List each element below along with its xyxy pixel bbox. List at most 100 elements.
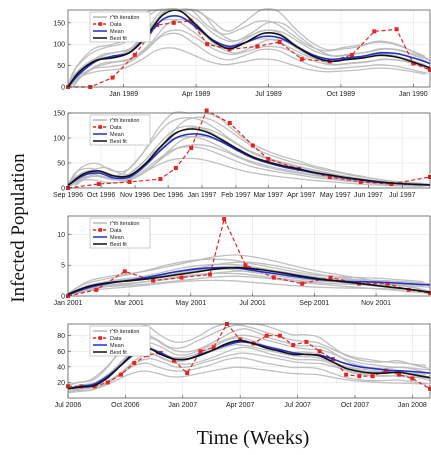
data-marker — [171, 358, 176, 363]
x-tick-label: Oct 2006 — [111, 402, 140, 409]
x-tick-label: Jan 1990 — [399, 91, 428, 98]
legend-label: Data — [110, 22, 123, 28]
iteration-curve — [67, 366, 427, 394]
data-marker — [370, 374, 375, 379]
data-marker — [179, 275, 184, 280]
data-marker — [291, 343, 296, 348]
legend-label: Best fit — [110, 139, 127, 145]
data-marker — [350, 52, 355, 57]
chart-panel-3: 0 5 10 Jan 2001 Mar 2001 May 2001 Jul 2001 Sep … — [54, 215, 431, 307]
data-line — [67, 217, 431, 297]
legend-label: i^th iteration — [110, 329, 140, 335]
best-fit-line — [67, 266, 431, 295]
y-tick-label: 0 — [61, 186, 65, 193]
legend-marker — [98, 22, 103, 26]
data-marker — [211, 345, 216, 350]
chart-panel-1: 0 50 100 150 Jan 1989 Apr 1989 Jul 1989 Oct 198… — [53, 7, 431, 98]
y-tick-label: 50 — [57, 161, 65, 168]
data-marker — [277, 333, 282, 338]
data-marker — [344, 372, 349, 377]
iteration-curve — [67, 116, 424, 186]
data-marker — [411, 61, 416, 66]
legend-label: Mean — [110, 235, 124, 241]
x-tick-label: Sep 2001 — [299, 300, 329, 307]
x-tick-label: Jan 2007 — [168, 402, 197, 409]
data-marker — [428, 67, 431, 72]
data-marker — [238, 337, 243, 342]
y-tick-label: 60 — [57, 349, 65, 356]
chart-panel-4: 20 40 60 80 Jul 2006 Oct 2006 Jan 2007 Apr 2007… — [55, 322, 431, 409]
x-tick-label: May 1997 — [320, 192, 351, 199]
y-tick-label: 50 — [57, 63, 65, 70]
data-marker — [357, 374, 362, 379]
data-marker — [198, 349, 203, 354]
y-tick-label: 150 — [53, 20, 65, 27]
legend-label: Data — [110, 228, 123, 234]
data-marker — [266, 157, 271, 161]
data-marker — [271, 275, 276, 280]
y-tick-label: 20 — [57, 380, 65, 387]
y-tick-label: 5 — [61, 263, 65, 270]
y-tick-label: 10 — [57, 232, 65, 239]
iteration-curve — [67, 8, 426, 88]
data-marker — [207, 272, 212, 277]
x-tick-label: Oct 1989 — [327, 91, 356, 98]
x-tick-label: Sep 1996 — [53, 192, 83, 199]
data-marker — [243, 263, 248, 268]
x-tick-label: Oct 2007 — [341, 402, 370, 409]
data-marker — [299, 57, 304, 62]
x-tick-label: Jun 1997 — [354, 192, 383, 199]
x-tick-label: Jul 2006 — [55, 402, 82, 409]
x-tick-label: Feb 1997 — [221, 192, 251, 199]
legend-label: Best fit — [110, 36, 127, 42]
data-marker — [428, 386, 431, 391]
legend-marker — [98, 336, 103, 340]
data-marker — [96, 182, 101, 186]
data-marker — [397, 372, 402, 377]
data-marker — [94, 287, 99, 292]
data-marker — [264, 333, 269, 338]
legend-marker — [98, 228, 103, 232]
data-marker — [255, 44, 260, 49]
data-marker — [277, 40, 282, 45]
x-tick-label: Jan 2008 — [398, 402, 427, 409]
y-tick-label: 100 — [53, 136, 65, 143]
x-axis-label: Time (Weeks) — [197, 427, 310, 449]
data-marker — [132, 360, 137, 365]
x-tick-label: Mar 1997 — [253, 192, 283, 199]
plot-frame — [67, 112, 431, 189]
x-tick-label: Jul 2001 — [239, 300, 266, 307]
y-tick-label: 40 — [57, 364, 65, 371]
x-tick-label: Nov 2001 — [361, 300, 391, 307]
best-fit-line — [67, 9, 431, 88]
data-marker — [110, 75, 115, 80]
data-marker — [171, 20, 176, 25]
data-marker — [205, 42, 210, 47]
data-marker — [250, 143, 255, 148]
iteration-curve — [71, 346, 431, 391]
data-marker — [122, 269, 127, 274]
data-marker — [185, 371, 190, 376]
data-marker — [394, 27, 399, 32]
iteration-curve — [67, 47, 426, 88]
y-axis-label: Infected Population — [8, 153, 29, 303]
x-tick-label: Jan 2001 — [54, 300, 83, 307]
data-marker — [118, 372, 123, 377]
iteration-curve — [67, 344, 427, 390]
data-marker — [127, 180, 132, 184]
legend-label: Mean — [110, 343, 124, 349]
data-line — [68, 20, 431, 88]
data-marker — [222, 217, 227, 222]
data-marker — [328, 275, 333, 280]
iteration-curve — [67, 32, 429, 88]
y-tick-label: 80 — [57, 333, 65, 340]
x-tick-label: Apr 1989 — [182, 91, 211, 98]
legend-label: Data — [110, 125, 123, 131]
data-marker — [132, 52, 137, 57]
iteration-curve — [67, 111, 428, 185]
x-tick-label: Oct 1996 — [87, 192, 116, 199]
data-marker — [173, 166, 178, 170]
x-tick-label: Apr 1997 — [287, 192, 316, 199]
data-marker — [327, 175, 332, 179]
